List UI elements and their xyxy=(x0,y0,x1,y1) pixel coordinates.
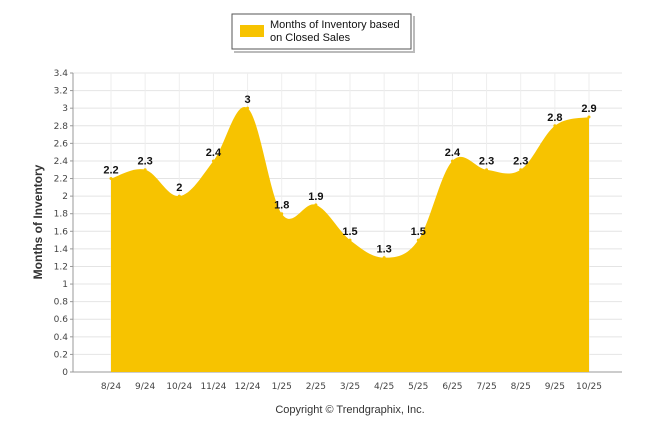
y-tick-label: 1.6 xyxy=(54,227,69,237)
x-tick-label: 12/24 xyxy=(235,382,261,392)
area-series xyxy=(111,106,589,373)
data-label: 2.4 xyxy=(206,147,222,159)
data-labels: 2.2 2.3 2 2.4 3 1.8 1.9 1.5 1.3 1.5 2.4 2.3 2.3 2.8 2.… xyxy=(103,94,596,256)
x-tick-label: 9/25 xyxy=(545,382,565,392)
y-tick-label: 0.8 xyxy=(54,298,69,308)
y-tick-label: 1.2 xyxy=(54,262,68,272)
data-point-9/24 xyxy=(143,168,147,172)
y-tick-label: 1 xyxy=(62,280,68,290)
y-tick-label: 2 xyxy=(62,192,68,202)
y-tick-label: 0.6 xyxy=(54,315,69,325)
data-point-12/24 xyxy=(246,106,250,110)
x-tick-label: 11/24 xyxy=(200,382,226,392)
data-point-8/25 xyxy=(519,168,523,172)
data-label: 2.8 xyxy=(547,112,562,124)
y-tick-label: 2.8 xyxy=(54,122,69,132)
data-point-9/25 xyxy=(553,124,557,128)
data-label: 2.2 xyxy=(103,165,118,177)
legend-swatch xyxy=(240,25,264,37)
data-label: 2.3 xyxy=(137,156,152,168)
legend-shadow xyxy=(413,16,415,51)
y-axis-label: Months of Inventory xyxy=(31,164,45,279)
data-point-2/25 xyxy=(314,203,318,207)
data-point-8/24 xyxy=(109,177,113,181)
data-point-4/25 xyxy=(382,256,386,260)
y-tick-label: 1.8 xyxy=(54,210,69,220)
y-tick-label: 2.4 xyxy=(54,157,69,167)
data-label: 2.9 xyxy=(581,103,596,115)
legend-shadow-bottom xyxy=(234,51,415,53)
data-point-10/24 xyxy=(177,194,181,198)
data-label: 1.3 xyxy=(376,244,391,256)
data-label: 1.8 xyxy=(274,200,289,212)
copyright-footer: Copyright © Trendgraphix, Inc. xyxy=(275,404,424,416)
data-point-10/25 xyxy=(587,115,591,119)
data-label: 1.5 xyxy=(342,226,357,238)
data-label: 3 xyxy=(245,94,251,106)
x-tick-label: 8/24 xyxy=(101,382,121,392)
legend-label-line1: Months of Inventory based xyxy=(270,19,400,31)
data-point-7/25 xyxy=(485,168,489,172)
x-tick-label: 9/24 xyxy=(135,382,155,392)
x-tick-label: 1/25 xyxy=(272,382,292,392)
x-tick-label: 10/24 xyxy=(166,382,192,392)
legend-label-line2: on Closed Sales xyxy=(270,32,351,44)
y-tick-label: 3 xyxy=(62,104,68,114)
data-label: 1.9 xyxy=(308,191,323,203)
x-tick-label: 7/25 xyxy=(476,382,496,392)
legend: Months of Inventory based on Closed Sale… xyxy=(231,13,415,53)
y-tick-label: 1.4 xyxy=(54,245,69,255)
x-tick-label: 3/25 xyxy=(340,382,360,392)
data-point-1/25 xyxy=(280,212,284,216)
y-tick-label: 0.4 xyxy=(54,333,69,343)
x-tick-label: 6/25 xyxy=(442,382,462,392)
data-point-3/25 xyxy=(348,238,352,242)
area-layer xyxy=(109,106,591,373)
data-point-5/25 xyxy=(416,238,420,242)
y-tick-label: 0 xyxy=(62,368,68,378)
data-label: 2 xyxy=(176,182,182,194)
data-label: 1.5 xyxy=(411,226,426,238)
y-tick-label: 2.6 xyxy=(54,139,69,149)
data-label: 2.3 xyxy=(479,156,494,168)
data-label: 2.4 xyxy=(445,147,461,159)
x-tick-label: 10/25 xyxy=(576,382,602,392)
data-label: 2.3 xyxy=(513,156,528,168)
y-tick-label: 3.4 xyxy=(54,69,69,79)
y-axis-ticks: 0 0.2 0.4 0.6 0.8 1 1.2 1.4 1.6 1.8 2 2.2 2.4 2.6 2.8 3… xyxy=(54,69,73,378)
x-tick-label: 5/25 xyxy=(408,382,428,392)
x-axis-ticks: 8/24 9/24 10/24 11/24 12/24 1/25 2/25 3/25 4/25 5… xyxy=(101,382,602,392)
data-point-11/24 xyxy=(211,159,215,163)
x-tick-label: 2/25 xyxy=(306,382,326,392)
y-tick-label: 2.2 xyxy=(54,175,68,185)
data-point-6/25 xyxy=(450,159,454,163)
y-tick-label: 3.2 xyxy=(54,87,68,97)
x-tick-label: 8/25 xyxy=(511,382,531,392)
y-tick-label: 0.2 xyxy=(54,350,68,360)
x-tick-label: 4/25 xyxy=(374,382,394,392)
